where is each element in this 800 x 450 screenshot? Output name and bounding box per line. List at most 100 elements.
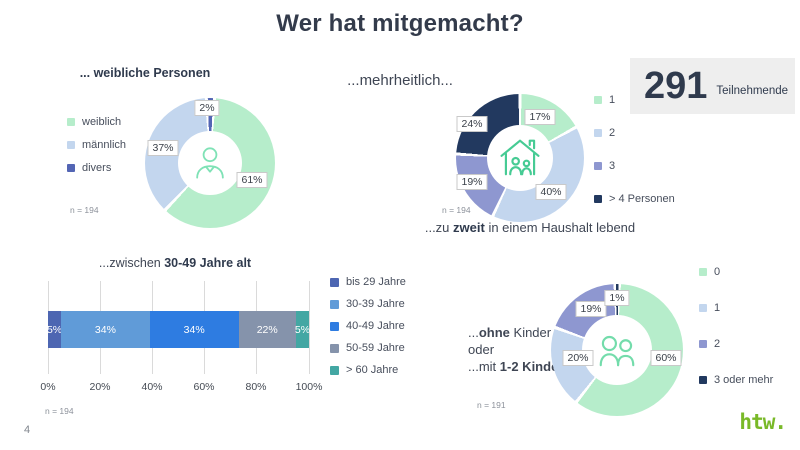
legend-label: 0 <box>714 266 721 278</box>
htw-logo: htw. <box>739 410 787 434</box>
legend-item: 1 <box>594 94 675 106</box>
legend-label: divers <box>82 162 112 174</box>
value-callout: 40% <box>535 184 567 200</box>
x-axis-tick: 100% <box>295 381 323 393</box>
bar-segment-label: 34% <box>94 323 116 336</box>
legend-swatch <box>330 343 339 353</box>
legend-label: 30-39 Jahre <box>346 298 405 310</box>
age-legend: bis 29 Jahre 30-39 Jahre 40-49 Jahre 50-… <box>330 276 406 386</box>
value-callout: 19% <box>575 301 607 317</box>
text-bold: ohne <box>478 325 510 340</box>
participants-box: 291 Teilnehmende <box>630 58 795 114</box>
sample-size-label: n = 194 <box>70 205 99 215</box>
legend-swatch <box>330 277 339 287</box>
legend-item: divers <box>67 162 126 174</box>
legend-swatch <box>699 268 707 276</box>
legend-label: > 4 Personen <box>609 193 675 205</box>
donut-hole <box>582 315 652 385</box>
legend-item: > 4 Personen <box>594 193 675 205</box>
value-callout: 2% <box>194 100 220 116</box>
caption-bold: zweit <box>453 220 485 235</box>
x-axis-tick: 20% <box>89 381 111 393</box>
legend-label: weiblich <box>82 116 122 128</box>
bar-segment-label: 34% <box>183 323 205 336</box>
bar-segment-label: 5% <box>46 323 63 336</box>
children-legend: 0 1 2 3 oder mehr <box>699 266 773 410</box>
x-axis-tick: 40% <box>141 381 163 393</box>
legend-item: weiblich <box>67 116 126 128</box>
x-axis-tick: 60% <box>193 381 215 393</box>
legend-swatch <box>594 195 602 203</box>
x-axis-tick: 80% <box>245 381 267 393</box>
title-bold: 30-49 Jahre alt <box>164 256 252 270</box>
legend-label: 2 <box>714 338 721 350</box>
legend-item: 30-39 Jahre <box>330 298 406 310</box>
legend-swatch <box>699 304 707 312</box>
legend-label: 3 oder mehr <box>714 374 774 386</box>
bar-segment: 34% <box>61 311 150 348</box>
legend-swatch <box>594 96 602 104</box>
legend-swatch <box>330 365 339 375</box>
household-chart-header: ...mehrheitlich... <box>347 72 453 89</box>
legend-item: 0 <box>699 266 773 278</box>
value-callout: 19% <box>456 174 488 190</box>
participants-count: 291 <box>644 65 708 107</box>
gender-chart-title: ... weibliche Personen <box>79 66 211 80</box>
participants-label: Teilnehmende <box>716 85 789 97</box>
x-axis-tick: 0% <box>40 381 56 393</box>
text: oder <box>468 342 495 357</box>
household-donut <box>456 94 584 222</box>
legend-swatch <box>67 118 75 126</box>
bar-segment-label: 22% <box>256 323 278 336</box>
caption-text: ...zu <box>424 220 454 235</box>
legend-item: männlich <box>67 139 126 151</box>
side-text-line: oder <box>468 341 571 358</box>
text: Kinder <box>509 325 552 340</box>
age-chart-title: ...zwischen 30-49 Jahre alt <box>50 256 300 270</box>
bar-segment: 22% <box>238 311 296 348</box>
household-caption: ...zu zweit in einem Haushalt lebend <box>410 220 650 235</box>
legend-swatch <box>699 340 707 348</box>
bar-segment: 5% <box>295 311 310 348</box>
legend-label: 3 <box>609 160 616 172</box>
page-number: 4 <box>24 424 31 436</box>
legend-label: 1 <box>714 302 721 314</box>
page-title: Wer hat mitgemacht? <box>276 10 524 37</box>
legend-swatch <box>330 299 339 309</box>
value-callout: 1% <box>604 290 630 306</box>
legend-item: 50-59 Jahre <box>330 342 406 354</box>
legend-swatch <box>330 321 339 331</box>
text: ... <box>468 325 479 340</box>
gender-legend: weiblich männlich divers <box>67 116 126 185</box>
legend-label: > 60 Jahre <box>346 364 399 376</box>
legend-swatch <box>594 162 602 170</box>
donut-hole <box>178 131 242 195</box>
household-legend: 1 2 3 > 4 Personen <box>594 94 675 226</box>
legend-swatch <box>699 376 707 384</box>
legend-label: 2 <box>609 127 616 139</box>
donut-hole <box>487 125 553 191</box>
caption-text: in einem Haushalt lebend <box>484 220 636 235</box>
legend-item: > 60 Jahre <box>330 364 406 376</box>
legend-label: 40-49 Jahre <box>346 320 405 332</box>
sample-size-label: n = 194 <box>442 205 471 215</box>
legend-label: männlich <box>82 139 127 151</box>
value-callout: 24% <box>456 116 488 132</box>
value-callout: 61% <box>236 172 268 188</box>
legend-item: 2 <box>594 127 675 139</box>
sample-size-label: n = 194 <box>45 406 74 416</box>
side-text-line: ...ohne Kinder <box>468 324 571 341</box>
house-family-icon <box>500 139 540 176</box>
text: ...mit <box>468 359 500 374</box>
age-stacked-bar: 5% 34% 34% 22% 5% <box>46 311 310 348</box>
value-callout: 20% <box>562 350 594 366</box>
legend-swatch <box>67 141 75 149</box>
legend-label: bis 29 Jahre <box>346 276 406 288</box>
legend-label: 50-59 Jahre <box>346 342 405 354</box>
legend-swatch <box>67 164 75 172</box>
legend-swatch <box>594 129 602 137</box>
legend-item: bis 29 Jahre <box>330 276 406 288</box>
value-callout: 37% <box>147 140 179 156</box>
person-icon <box>196 147 224 179</box>
